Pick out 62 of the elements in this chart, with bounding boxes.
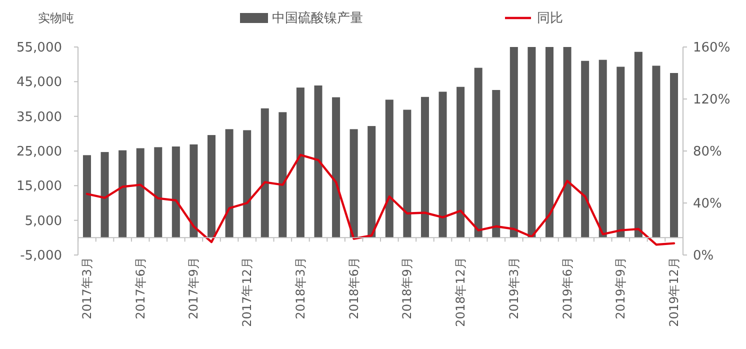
bar	[670, 73, 678, 238]
bar	[332, 97, 340, 238]
y2-tick-label: 120%	[693, 92, 730, 108]
y-tick-label: 25,000	[16, 144, 62, 160]
bar	[492, 90, 500, 238]
x-tick-label: 2019年12月	[667, 257, 682, 327]
x-tick-label: 2018年12月	[454, 257, 468, 327]
y-tick-label: 45,000	[16, 75, 62, 90]
bar	[581, 60, 590, 238]
y2-tick-label: 80%	[693, 144, 722, 160]
bar	[652, 66, 660, 238]
bar	[510, 47, 518, 238]
bar	[368, 126, 376, 238]
bar	[82, 155, 91, 238]
bar	[634, 52, 642, 238]
legend-label: 同比	[537, 11, 563, 26]
y-tick-label: -5,000	[20, 248, 62, 264]
bar	[243, 130, 252, 238]
bar	[118, 150, 127, 238]
bar	[154, 147, 162, 238]
x-tick-label: 2017年3月	[80, 257, 94, 320]
bar	[296, 88, 304, 238]
bar	[528, 47, 536, 238]
bar	[208, 135, 216, 238]
bar	[456, 86, 465, 238]
y-tick-label: 35,000	[16, 110, 62, 125]
x-tick-label: 2019年3月	[506, 257, 521, 320]
x-tick-label: 2019年9月	[614, 257, 628, 320]
bar	[616, 66, 625, 238]
bar	[172, 146, 180, 238]
bar	[278, 112, 287, 238]
y-axis-title: 实物吨	[38, 11, 74, 25]
bar	[563, 47, 572, 238]
bar	[598, 60, 607, 238]
y-tick-label: 15,000	[16, 179, 62, 194]
bar	[100, 152, 109, 238]
bar	[314, 85, 322, 238]
bar	[403, 110, 412, 238]
bar	[420, 96, 429, 238]
x-tick-label: 2018年3月	[293, 257, 308, 320]
bar	[474, 68, 482, 238]
bar	[225, 129, 234, 238]
bar	[136, 148, 144, 238]
x-tick-label: 2017年6月	[133, 257, 148, 320]
bar	[545, 47, 554, 238]
x-tick-label: 2017年12月	[240, 257, 254, 327]
x-tick-label: 2019年6月	[560, 257, 574, 320]
bar	[260, 108, 269, 238]
x-tick-label: 2018年6月	[346, 257, 361, 320]
x-tick-label: 2018年9月	[400, 257, 414, 320]
y2-tick-label: 40%	[693, 196, 722, 212]
bar	[385, 100, 394, 238]
line-series	[86, 154, 676, 246]
legend-label: 中国硫酸镍产量	[272, 11, 363, 26]
y-tick-label: 5,000	[24, 214, 62, 229]
y2-tick-label: 0%	[693, 248, 714, 264]
x-tick-label: 2017年9月	[186, 257, 201, 320]
bar	[438, 92, 447, 238]
y-tick-label: 55,000	[16, 40, 62, 56]
bar	[190, 144, 198, 238]
bar	[350, 129, 358, 238]
y2-tick-label: 160%	[693, 40, 730, 56]
